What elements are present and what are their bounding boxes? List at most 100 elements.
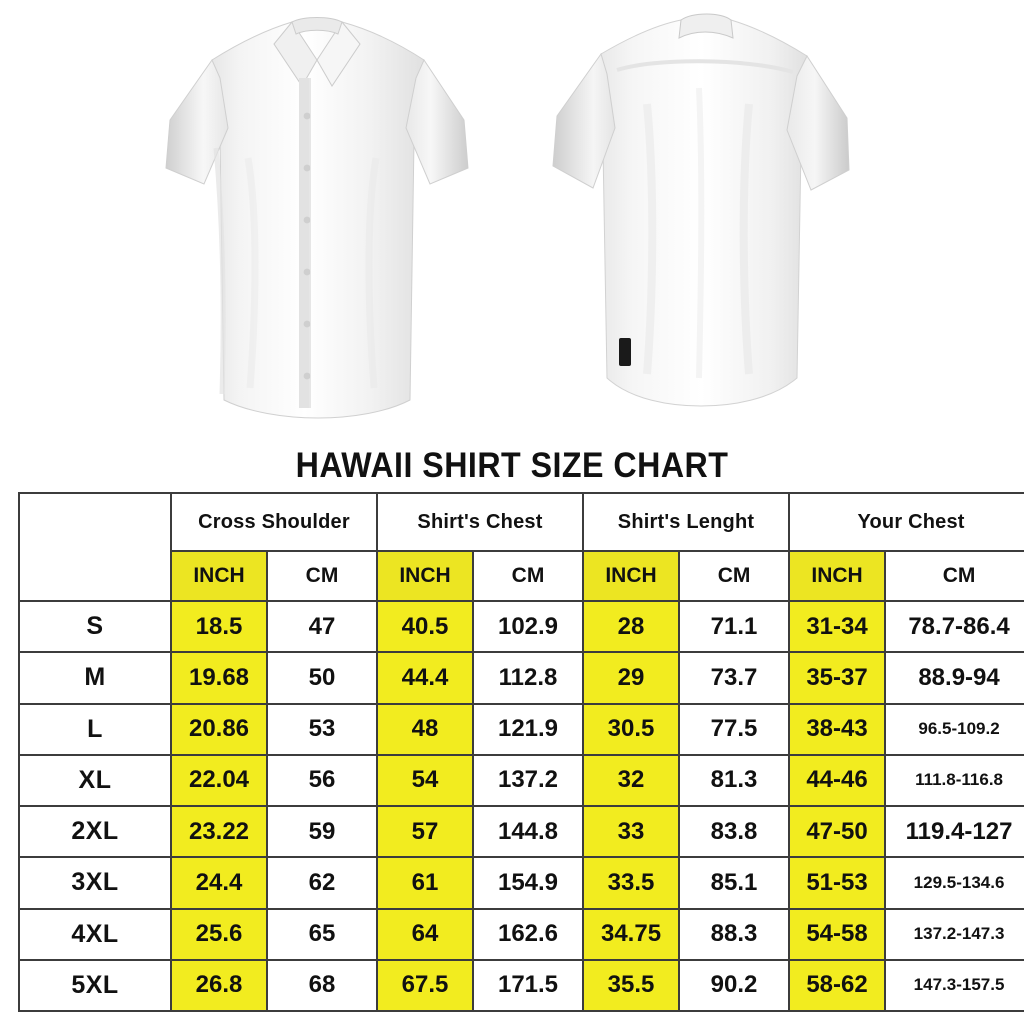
size-label-3xl: 3XL <box>18 856 172 910</box>
cell-m-1: 50 <box>266 651 378 705</box>
cell-s-4: 28 <box>582 599 681 654</box>
cell-s-5: 71.1 <box>678 599 791 654</box>
product-image-row <box>0 0 1024 445</box>
size-label-xl: XL <box>18 753 172 808</box>
cell-2xl-3: 144.8 <box>471 804 585 859</box>
cell-5xl-5: 90.2 <box>678 958 791 1013</box>
cell-xl-6: 44-46 <box>788 753 887 808</box>
cell-xl-1: 56 <box>266 753 378 808</box>
cell-m-0: 19.68 <box>170 651 268 705</box>
cell-2xl-5: 83.8 <box>678 804 791 859</box>
cell-2xl-6: 47-50 <box>788 804 887 859</box>
cell-m-6: 35-37 <box>788 651 887 705</box>
unit-header-inch-shirts-chest: INCH <box>376 550 474 602</box>
cell-5xl-1: 68 <box>266 958 378 1013</box>
size-label-s: S <box>18 599 172 654</box>
table-row: XL 22.04 56 54 137.2 32 81.3 44-46 111.8-116.8 <box>18 753 1024 808</box>
cell-xl-5: 81.3 <box>678 753 791 808</box>
cell-2xl-4: 33 <box>582 804 681 859</box>
size-label-l: L <box>18 702 172 756</box>
unit-header-cm-shirts-chest: CM <box>471 550 585 602</box>
table-row: M 19.68 50 44.4 112.8 29 73.7 35-37 88.9-94 <box>18 651 1024 705</box>
cell-4xl-0: 25.6 <box>170 907 268 961</box>
cell-xl-4: 32 <box>582 753 681 808</box>
cell-4xl-2: 64 <box>376 907 474 961</box>
cell-4xl-4: 34.75 <box>582 907 681 961</box>
unit-header-inch-your-chest: INCH <box>788 550 887 602</box>
cell-l-7: 96.5-109.2 <box>884 702 1024 756</box>
cell-xl-3: 137.2 <box>471 753 585 808</box>
size-label-4xl: 4XL <box>18 907 172 961</box>
cell-5xl-0: 26.8 <box>170 958 268 1013</box>
cell-xl-0: 22.04 <box>170 753 268 808</box>
cell-3xl-7: 129.5-134.6 <box>884 856 1024 910</box>
cell-l-2: 48 <box>376 702 474 756</box>
cell-s-1: 47 <box>266 599 378 654</box>
table-row: 4XL 25.6 65 64 162.6 34.75 88.3 54-58 137.2-147.… <box>18 907 1024 961</box>
unit-header-row: INCH CM INCH CM INCH CM INCH CM <box>19 550 1024 602</box>
cell-l-1: 53 <box>266 702 378 756</box>
cell-2xl-2: 57 <box>376 804 474 859</box>
cell-m-3: 112.8 <box>471 651 585 705</box>
cell-5xl-4: 35.5 <box>582 958 681 1013</box>
cell-3xl-6: 51-53 <box>788 856 887 910</box>
cell-2xl-0: 23.22 <box>170 804 268 859</box>
cell-xl-7: 111.8-116.8 <box>884 753 1024 808</box>
cell-l-0: 20.86 <box>170 702 268 756</box>
group-header-your-chest: Your Chest <box>788 492 1024 552</box>
cell-4xl-1: 65 <box>266 907 378 961</box>
table-header: Cross Shoulder Shirt's Chest Shirt's Len… <box>18 492 1024 602</box>
unit-header-cm-cross-shoulder: CM <box>266 550 378 602</box>
group-header-row: Cross Shoulder Shirt's Chest Shirt's Len… <box>18 492 1024 602</box>
corner-blank-cell <box>18 492 172 602</box>
group-header-cross-shoulder: Cross Shoulder <box>170 492 378 552</box>
unit-header-cm-your-chest: CM <box>884 550 1024 602</box>
cell-s-7: 78.7-86.4 <box>884 599 1024 654</box>
cell-3xl-1: 62 <box>266 856 378 910</box>
cell-l-6: 38-43 <box>788 702 887 756</box>
cell-3xl-2: 61 <box>376 856 474 910</box>
page-title: HAWAII SHIRT SIZE CHART <box>295 446 729 485</box>
size-label-2xl: 2XL <box>18 804 172 859</box>
cell-2xl-7: 119.4-127 <box>884 804 1024 859</box>
size-chart-table: Cross Shoulder Shirt's Chest Shirt's Len… <box>18 492 1024 1013</box>
cell-l-5: 77.5 <box>678 702 791 756</box>
table-body: S 18.5 47 40.5 102.9 28 71.1 31-34 78.7-86.4 M 19.… <box>18 599 1024 1013</box>
cell-4xl-6: 54-58 <box>788 907 887 961</box>
unit-header-inch-cross-shoulder: INCH <box>170 550 268 602</box>
unit-header-inch-shirts-lenght: INCH <box>582 550 681 602</box>
shirt-front-image <box>152 8 482 438</box>
cell-3xl-0: 24.4 <box>170 856 268 910</box>
cell-5xl-2: 67.5 <box>376 958 474 1013</box>
cell-m-5: 73.7 <box>678 651 791 705</box>
cell-xl-2: 54 <box>376 753 474 808</box>
table-row: 5XL 26.8 68 67.5 171.5 35.5 90.2 58-62 147.3-157… <box>18 958 1024 1013</box>
unit-header-cm-shirts-lenght: CM <box>678 550 791 602</box>
cell-s-0: 18.5 <box>170 599 268 654</box>
cell-s-6: 31-34 <box>788 599 887 654</box>
cell-3xl-4: 33.5 <box>582 856 681 910</box>
size-label-5xl: 5XL <box>18 958 172 1013</box>
table-row: L 20.86 53 48 121.9 30.5 77.5 38-43 96.5-109.2 <box>18 702 1024 756</box>
cell-l-3: 121.9 <box>471 702 585 756</box>
size-label-m: M <box>18 651 172 705</box>
table-row: 2XL 23.22 59 57 144.8 33 83.8 47-50 119.4-127 <box>18 804 1024 859</box>
group-header-shirts-lenght: Shirt's Lenght <box>582 492 791 552</box>
cell-3xl-3: 154.9 <box>471 856 585 910</box>
cell-5xl-6: 58-62 <box>788 958 887 1013</box>
cell-4xl-7: 137.2-147.3 <box>884 907 1024 961</box>
cell-m-4: 29 <box>582 651 681 705</box>
cell-l-4: 30.5 <box>582 702 681 756</box>
cell-s-2: 40.5 <box>376 599 474 654</box>
table-row: 3XL 24.4 62 61 154.9 33.5 85.1 51-53 129.5-134.6 <box>18 856 1024 910</box>
hem-label <box>619 338 631 366</box>
cell-5xl-3: 171.5 <box>471 958 585 1013</box>
cell-4xl-3: 162.6 <box>471 907 585 961</box>
table-row: S 18.5 47 40.5 102.9 28 71.1 31-34 78.7-86.4 <box>18 599 1024 654</box>
cell-s-3: 102.9 <box>471 599 585 654</box>
cell-4xl-5: 88.3 <box>678 907 791 961</box>
cell-3xl-5: 85.1 <box>678 856 791 910</box>
shirt-back-image <box>535 8 865 438</box>
cell-m-2: 44.4 <box>376 651 474 705</box>
